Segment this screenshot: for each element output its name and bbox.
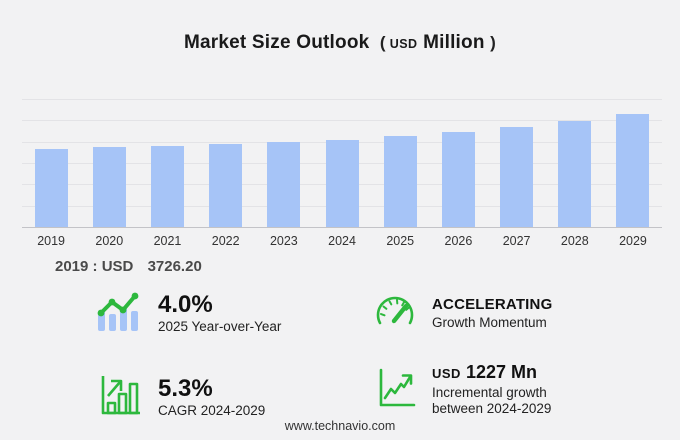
stat-cagr: 5.3% CAGR 2024-2029 [96, 372, 265, 423]
title-unit-close: ) [490, 33, 496, 52]
x-axis-baseline [22, 227, 662, 228]
title-text: Market Size Outlook [184, 32, 370, 53]
bar-2025 [383, 136, 417, 227]
bar-2022 [209, 144, 243, 227]
bar-2020 [92, 147, 126, 227]
stat-label: CAGR 2024-2029 [158, 402, 266, 418]
x-axis-label: 2020 [95, 234, 124, 248]
bar-2027 [500, 127, 534, 227]
stat-value: 5.3% [158, 374, 213, 402]
stat-label: Incremental growth between 2024-2029 [432, 385, 552, 417]
stat-value: 4.0% [158, 290, 213, 318]
bar-chart [22, 99, 662, 228]
gridline [22, 120, 662, 122]
x-axis-label: 2027 [502, 234, 531, 248]
bar-2028 [558, 121, 592, 227]
x-axis-label: 2023 [269, 234, 298, 248]
base-year-value: 2019 : USD 3726.20 [55, 258, 202, 275]
title-unit-word: Million [423, 32, 485, 53]
bar-2026 [441, 132, 475, 227]
title-unit-currency: USD [389, 37, 418, 51]
speedometer-icon [374, 292, 416, 335]
bar-2021 [150, 145, 184, 227]
x-axis-label: 2024 [328, 234, 356, 248]
base-year-separator: : [92, 258, 98, 275]
base-year-amount: 3726.20 [147, 258, 202, 275]
bar-2024 [325, 139, 359, 227]
x-axis-label: 2029 [619, 234, 647, 248]
title-unit-open: ( [379, 33, 386, 52]
bars-trend-up-icon [92, 288, 142, 339]
bar-chart-growth-icon [96, 372, 142, 423]
x-axis-label: 2025 [386, 234, 415, 248]
footer: www.technavio.com [0, 419, 680, 433]
bar-2029 [616, 113, 650, 227]
bar-2019 [34, 148, 68, 227]
stat-growth-momentum: ACCELERATING Growth Momentum [374, 292, 552, 335]
base-year: 2019 [55, 258, 89, 275]
x-axis-label: 2019 [37, 234, 65, 248]
page-title: Market Size Outlook ( USD Million ) [0, 32, 680, 54]
stat-label: Growth Momentum [432, 314, 547, 330]
x-axis-label: 2022 [211, 234, 240, 248]
gridline [22, 99, 662, 100]
technavio-link[interactable]: www.technavio.com [284, 419, 396, 433]
stat-yoy-growth: 4.0% 2025 Year-over-Year [92, 288, 281, 339]
stat-value-currency: USD [432, 366, 461, 381]
x-axis-labels: 2019 2020 2021 2022 2023 2024 2025 2026 2027 2028… [22, 234, 662, 248]
stat-value: USD 1227 Mn [432, 362, 538, 382]
bar-2023 [267, 142, 301, 227]
stat-value: ACCELERATING [432, 295, 553, 313]
x-axis-label: 2028 [560, 234, 589, 248]
x-axis-label: 2026 [444, 234, 473, 248]
plot-area [22, 99, 662, 227]
x-axis-label: 2021 [153, 234, 182, 248]
base-year-currency: USD [101, 258, 134, 275]
line-chart-arrow-icon [376, 364, 416, 415]
stat-incremental-growth: USD 1227 Mn Incremental growth between 2… [376, 362, 582, 418]
stat-label: 2025 Year-over-Year [158, 318, 282, 334]
